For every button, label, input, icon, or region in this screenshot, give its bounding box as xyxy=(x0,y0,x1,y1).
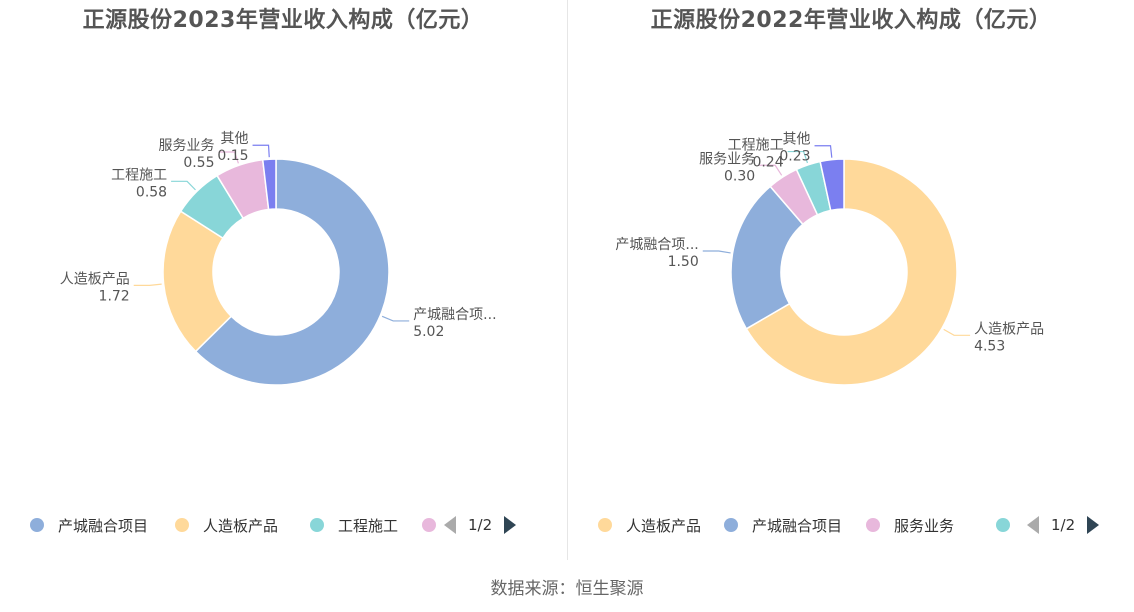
data-source-note: 数据来源：恒生聚源 xyxy=(490,579,644,599)
pie-slice[interactable] xyxy=(819,158,845,212)
label-leader-line xyxy=(702,250,731,254)
panel-divider xyxy=(567,0,568,560)
chart-panel-2023: 正源股份2023年营业收入构成（亿元） 产城融合项... 5.02 人造板产品 1.7… xyxy=(0,0,566,560)
legend-item[interactable]: 产城融合项目 xyxy=(724,512,842,538)
pie-slice[interactable] xyxy=(162,210,233,353)
legend-label: 服务业务 xyxy=(894,516,955,535)
legend-item[interactable]: 人造板产品 xyxy=(598,512,701,538)
legend-label: 人造板产品 xyxy=(203,516,279,535)
legend-label: 产城融合项目 xyxy=(58,516,149,535)
slice-label: 人造板产品 xyxy=(974,321,1044,337)
slice-value-label: 0.58 xyxy=(136,184,167,200)
label-leader-line xyxy=(252,144,270,158)
slice-label: 其他 xyxy=(783,132,811,148)
label-leader-line xyxy=(133,283,162,287)
label-leader-line xyxy=(814,145,833,158)
slice-value-label: 5.02 xyxy=(413,324,444,340)
pie-slice[interactable] xyxy=(194,158,390,386)
prev-page-arrow-icon[interactable] xyxy=(1027,516,1039,534)
next-page-arrow-icon[interactable] xyxy=(504,516,517,534)
slice-label: 人造板产品 xyxy=(60,271,130,287)
slice-label: 服务业务 xyxy=(699,151,755,167)
slice-value-label: 4.53 xyxy=(974,338,1005,354)
legend-label: 产城融合项目 xyxy=(752,516,843,535)
legend-item[interactable] xyxy=(422,512,436,538)
legend-pager: 1/2 xyxy=(444,513,517,537)
chart-panel-2022: 正源股份2022年营业收入构成（亿元） 人造板产品 4.53 产城融合项... 1.5… xyxy=(568,0,1134,560)
legend-item[interactable]: 工程施工 xyxy=(310,512,398,538)
label-leader-line xyxy=(171,180,196,191)
slice-label: 服务业务 xyxy=(158,138,214,154)
slice-value-label: 1.50 xyxy=(668,254,699,270)
legend-item[interactable] xyxy=(996,512,1010,538)
label-leader-line xyxy=(759,164,783,176)
slice-label: 产城融合项... xyxy=(615,237,698,253)
slice-value-label: 0.55 xyxy=(183,155,214,171)
slice-value-label: 0.23 xyxy=(779,149,810,165)
legend-color-marker xyxy=(866,518,880,532)
label-leader-line xyxy=(381,315,410,322)
legend-label: 工程施工 xyxy=(338,516,399,535)
legend-color-marker xyxy=(422,518,436,532)
legend-item[interactable]: 产城融合项目 xyxy=(30,512,148,538)
slice-value-label: 0.24 xyxy=(752,155,783,171)
slice-value-label: 0.30 xyxy=(724,168,755,184)
legend-item[interactable]: 人造板产品 xyxy=(175,512,278,538)
label-leader-line xyxy=(943,328,971,336)
prev-page-arrow-icon[interactable] xyxy=(444,516,456,534)
legend-color-marker xyxy=(724,518,738,532)
legend-page-indicator: 1/2 xyxy=(1051,516,1076,534)
label-leader-line xyxy=(218,151,239,164)
pie-slice[interactable] xyxy=(745,158,958,386)
slice-label: 产城融合项... xyxy=(413,307,496,323)
legend-color-marker xyxy=(310,518,324,532)
legend-color-marker xyxy=(598,518,612,532)
slice-value-label: 0.15 xyxy=(217,148,248,164)
legend-item[interactable]: 服务业务 xyxy=(866,512,954,538)
legend-color-marker xyxy=(175,518,189,532)
legend-pager: 1/2 xyxy=(1027,513,1100,537)
slice-label: 工程施工 xyxy=(728,138,784,154)
chart-title: 正源股份2022年营业收入构成（亿元） xyxy=(650,8,1052,33)
legend-label: 人造板产品 xyxy=(626,516,702,535)
label-leader-line xyxy=(787,150,809,164)
legend-color-marker xyxy=(30,518,44,532)
slice-value-label: 1.72 xyxy=(99,288,130,304)
slice-label: 工程施工 xyxy=(111,167,167,183)
legend-page-indicator: 1/2 xyxy=(468,516,493,534)
legend-color-marker xyxy=(996,518,1010,532)
slice-label: 其他 xyxy=(221,131,249,147)
pie-slice[interactable] xyxy=(261,158,277,211)
chart-title: 正源股份2023年营业收入构成（亿元） xyxy=(82,8,484,33)
next-page-arrow-icon[interactable] xyxy=(1087,516,1100,534)
